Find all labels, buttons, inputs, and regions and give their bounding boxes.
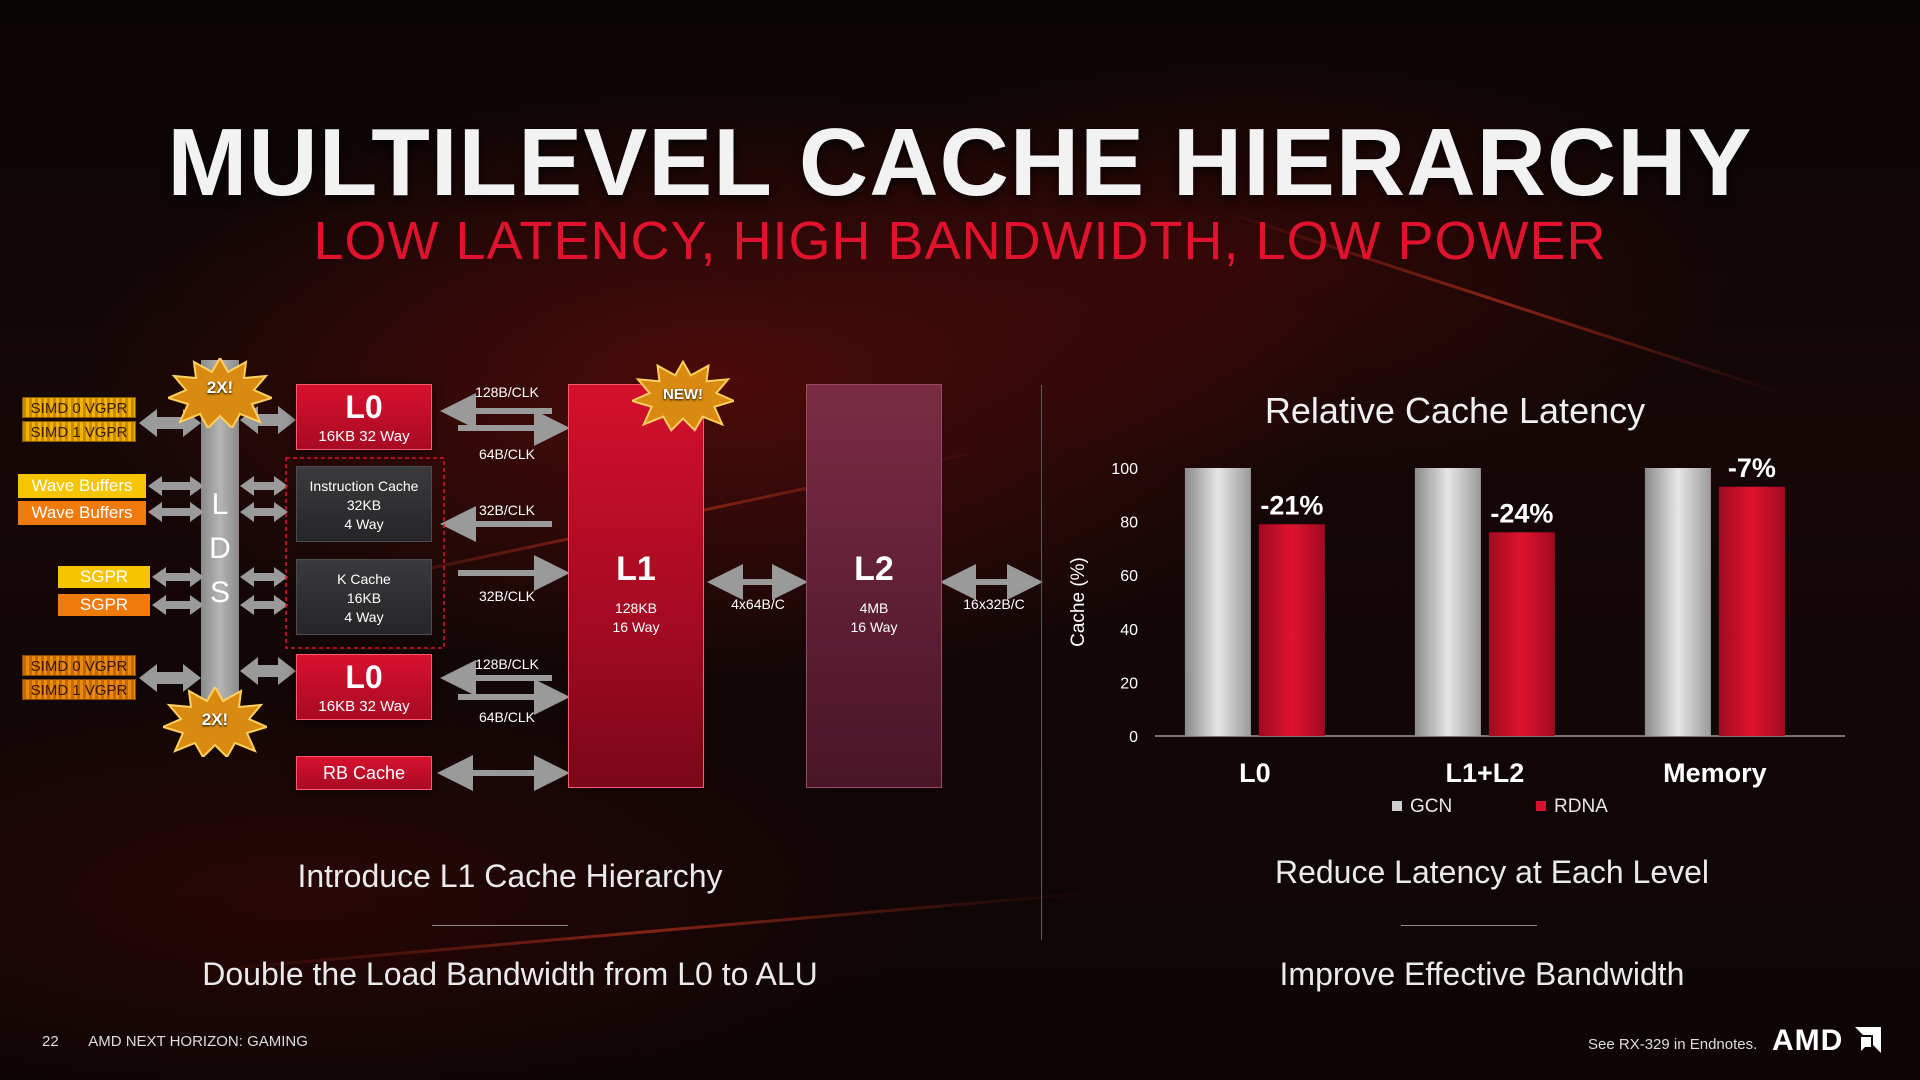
burst-label: NEW! [663, 386, 703, 403]
y-tick-label: 40 [1120, 622, 1138, 639]
starburst-new: NEW! [629, 359, 737, 432]
bw-kcache: 32B/CLK [478, 588, 536, 604]
caption-divider [1401, 925, 1537, 926]
rb-cache-block: RB Cache [296, 756, 432, 790]
starburst-icon [629, 359, 737, 432]
simd0-vgpr-top-tag: SIMD 0 VGPR [22, 397, 136, 418]
legend-swatch [1536, 801, 1546, 811]
k-cache-ways: 4 Way [344, 609, 384, 625]
bw-l0-top-out: 64B/CLK [478, 446, 536, 462]
l1-size: 128KB [614, 600, 658, 616]
bw-l1-l2: 4x64B/C [731, 596, 785, 612]
bar-rdna [1488, 532, 1555, 736]
k-cache-name: K Cache [337, 571, 391, 587]
rb-cache-label: RB Cache [322, 763, 406, 783]
caption-left-2: Double the Load Bandwidth from L0 to ALU [202, 956, 818, 992]
instruction-cache-ways: 4 Way [344, 516, 384, 532]
y-tick-label: 20 [1120, 675, 1138, 692]
bar-gcn [1184, 468, 1251, 736]
l0-top-spec: 16KB 32 Way [318, 428, 410, 445]
wave-buffers-tag: Wave Buffers [18, 474, 146, 498]
legend-swatch [1392, 801, 1402, 811]
burst-label: 2X! [206, 378, 234, 397]
burst-label: 2X! [201, 710, 229, 729]
l0-bottom-block: L0 16KB 32 Way [296, 654, 432, 720]
sgpr-tag: SGPR [58, 594, 150, 616]
latency-chart: Cache (%) 0 20 40 60 80 100 -21% L0 -24% L1+L2 -7%… [1068, 453, 1845, 817]
amd-logo: AMD [1772, 1024, 1881, 1058]
l2-name: L2 [854, 550, 894, 588]
bw-icache: 32B/CLK [478, 502, 536, 518]
page-title: MULTILEVEL CACHE HIERARCHY [167, 109, 1753, 216]
simd1-vgpr-bottom-tag: SIMD 1 VGPR [22, 679, 136, 700]
endnote: See RX-329 in Endnotes. [1588, 1036, 1758, 1053]
l2-block: L2 4MB 16 Way [806, 384, 942, 788]
starburst-icon [160, 684, 270, 759]
k-cache-block: K Cache 16KB 4 Way [296, 559, 432, 635]
l0-top-name: L0 [345, 389, 383, 425]
bw-l2-mem: 16x32B/C [963, 596, 1025, 612]
l0-top-block: L0 16KB 32 Way [296, 384, 432, 450]
instruction-cache-block: Instruction Cache 32KB 4 Way [296, 466, 432, 542]
bw-l0-bottom-in: 128B/CLK [475, 656, 539, 672]
l1-name: L1 [616, 550, 656, 588]
caption-divider [432, 925, 568, 926]
footer-label: AMD NEXT HORIZON: GAMING [88, 1033, 308, 1050]
caption-right-1: Reduce Latency at Each Level [1274, 854, 1710, 890]
chart-title: Relative Cache Latency [1264, 390, 1646, 431]
starburst-icon [165, 355, 275, 430]
bw-l0-top-in: 128B/CLK [475, 384, 539, 400]
x-tick-label: Memory [1663, 758, 1767, 788]
data-label: -24% [1490, 498, 1553, 528]
amd-logo-text: AMD [1772, 1024, 1844, 1057]
section-divider [1041, 385, 1042, 940]
amd-arrow-icon [1854, 1027, 1881, 1053]
lds-letter: S [209, 576, 230, 609]
l0-bottom-name: L0 [345, 659, 383, 695]
data-label: -7% [1728, 453, 1776, 483]
x-tick-label: L1+L2 [1446, 758, 1525, 788]
l2-ways: 16 Way [850, 619, 898, 635]
k-cache-size: 16KB [346, 590, 382, 606]
data-label: -21% [1260, 490, 1323, 520]
bar-gcn [1644, 468, 1711, 736]
legend-label: GCN [1410, 796, 1452, 817]
l1-ways: 16 Way [612, 619, 660, 635]
lds-letter: D [209, 532, 231, 565]
instruction-cache-size: 32KB [346, 497, 382, 513]
bar-gcn [1414, 468, 1481, 736]
y-tick-label: 80 [1120, 515, 1138, 532]
x-tick-label: L0 [1239, 758, 1271, 788]
bar-rdna [1258, 524, 1325, 736]
page-number: 22 [42, 1033, 59, 1050]
starburst-2x-top: 2X! [165, 355, 275, 430]
page-subtitle: LOW LATENCY, HIGH BANDWIDTH, LOW POWER [313, 211, 1607, 271]
wave-buffers-tag: Wave Buffers [18, 501, 146, 525]
bw-l0-bottom-out: 64B/CLK [478, 709, 536, 725]
caption-right-2: Improve Effective Bandwidth [1279, 956, 1685, 992]
y-axis-label: Cache (%) [1068, 557, 1089, 647]
simd0-vgpr-bottom-tag: SIMD 0 VGPR [22, 655, 136, 676]
lds-letter: L [211, 488, 229, 521]
starburst-2x-bottom: 2X! [160, 684, 270, 759]
y-tick-label: 0 [1129, 729, 1138, 746]
footer: 22 AMD NEXT HORIZON: GAMING [42, 1033, 308, 1050]
instruction-cache-name: Instruction Cache [309, 478, 419, 494]
l2-size: 4MB [859, 600, 889, 616]
legend-label: RDNA [1554, 796, 1608, 817]
y-tick-label: 60 [1120, 568, 1138, 585]
y-tick-label: 100 [1111, 461, 1138, 478]
l1-block: L1 128KB 16 Way [568, 384, 704, 788]
caption-left-1: Introduce L1 Cache Hierarchy [297, 858, 723, 894]
simd1-vgpr-top-tag: SIMD 1 VGPR [22, 421, 136, 442]
l0-bottom-spec: 16KB 32 Way [318, 698, 410, 715]
sgpr-tag: SGPR [58, 566, 150, 588]
bar-rdna [1718, 486, 1785, 736]
